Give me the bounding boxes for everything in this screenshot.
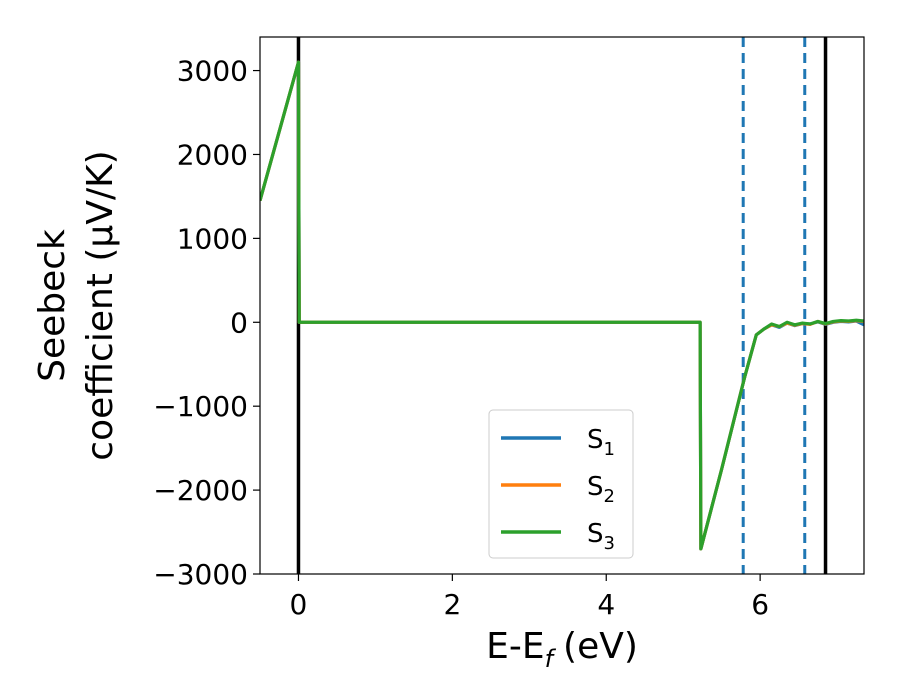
x-axis-label-main: E-E [486,626,544,667]
plot-frame [259,36,865,575]
x-tick-label: 4 [597,588,615,621]
y-tick-label: −1000 [153,390,248,423]
legend-label-s2: S2 [587,472,615,507]
x-tick-label: 0 [290,588,308,621]
y-tick-label: 0 [230,306,248,339]
x-tick-label: 6 [751,588,769,621]
plot-layer [260,37,864,574]
x-axis-label-sub: f [545,645,557,673]
x-axis-label-unit: (eV) [563,626,638,667]
y-axis-label: Seebeck coefficient (μV/K) [32,150,121,460]
series-line-s3 [260,60,864,551]
y-tick-label: 3000 [177,55,248,88]
legend-label-s1: S1 [587,425,615,460]
legend: S1 S2 S3 [488,409,634,559]
y-tick-label: −2000 [153,474,248,507]
y-axis-label-line2: coefficient (μV/K) [80,150,121,460]
ticks-layer: 0 2 4 6 −3000 −2000 −1000 0 1000 2000 3000 [153,55,769,621]
x-tick-label: 2 [443,588,461,621]
y-tick-label: 2000 [177,138,248,171]
x-axis-label: E-Ef (eV) [486,626,638,673]
y-tick-label: 1000 [177,222,248,255]
y-tick-label: −3000 [153,558,248,591]
y-axis-label-line1: Seebeck [32,229,73,382]
legend-label-s3: S3 [587,519,615,554]
